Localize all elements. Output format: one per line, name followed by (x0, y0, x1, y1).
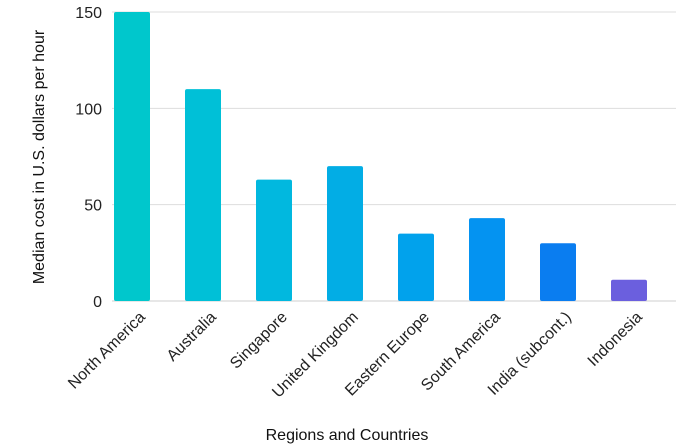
bar (256, 179, 292, 301)
y-tick-label: 100 (75, 101, 102, 118)
x-tick-label: Singapore (227, 309, 291, 373)
bar (540, 243, 576, 301)
bar (327, 166, 363, 301)
bar (185, 89, 221, 301)
bars (114, 12, 647, 301)
y-axis-title: Median cost in U.S. dollars per hour (31, 29, 48, 284)
y-axis-ticks: 0 50 100 150 (75, 5, 102, 311)
x-tick-label: Indonesia (585, 309, 646, 370)
x-axis-title: Regions and Countries (266, 427, 429, 444)
y-tick-label: 150 (75, 5, 102, 22)
bar (114, 12, 150, 301)
bar (398, 233, 434, 301)
bar (611, 279, 647, 301)
y-tick-label: 50 (84, 198, 102, 215)
y-tick-label: 0 (93, 294, 102, 311)
bar (469, 218, 505, 301)
x-tick-label: North America (65, 309, 149, 393)
x-tick-label: Australia (164, 309, 220, 365)
